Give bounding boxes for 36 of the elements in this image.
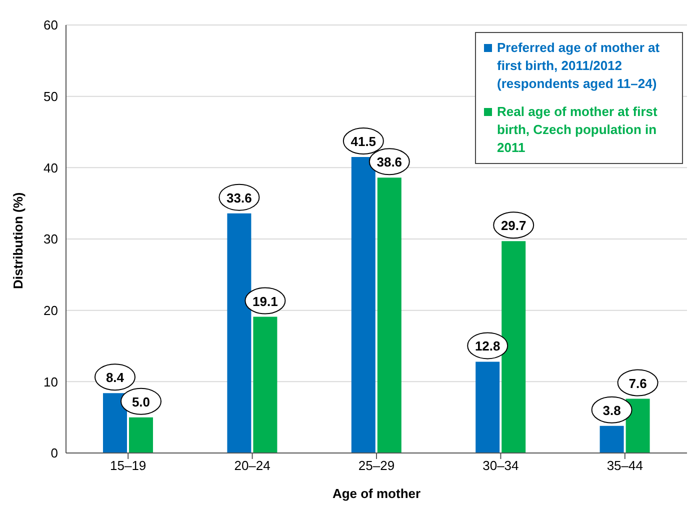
data-label: 7.6 bbox=[628, 376, 647, 391]
data-label: 33.6 bbox=[226, 190, 252, 206]
x-tick-label: 30–34 bbox=[482, 458, 519, 474]
y-tick-label: 40 bbox=[44, 160, 58, 176]
bar bbox=[253, 316, 278, 453]
data-label: 8.4 bbox=[106, 370, 125, 386]
y-axis-title: Distribution (%) bbox=[10, 192, 26, 289]
bar bbox=[129, 417, 153, 453]
x-tick-label: 25–29 bbox=[358, 458, 395, 474]
data-label: 3.8 bbox=[602, 402, 621, 418]
bar bbox=[351, 156, 376, 453]
bar bbox=[476, 362, 500, 453]
bar bbox=[600, 426, 624, 453]
y-tick-label: 60 bbox=[44, 18, 58, 33]
bar bbox=[502, 241, 526, 453]
legend-label: Real age of mother at first birth, Czech population in 2011 bbox=[497, 103, 658, 157]
legend-label: Preferred age of mother at first birth, 2011/2012 (respondents aged 11–24) bbox=[497, 39, 661, 93]
y-tick-label: 20 bbox=[44, 302, 58, 318]
y-tick-label: 30 bbox=[44, 232, 58, 247]
x-tick-label: 15–19 bbox=[110, 458, 146, 474]
x-tick-label: 20–24 bbox=[234, 458, 270, 474]
data-label: 5.0 bbox=[132, 394, 150, 410]
data-label: 19.1 bbox=[252, 294, 278, 309]
bar bbox=[626, 398, 650, 453]
x-axis-title: Age of mother bbox=[332, 486, 421, 501]
y-tick-label: 0 bbox=[50, 446, 58, 461]
data-label: 12.8 bbox=[474, 338, 500, 354]
y-tick-label: 10 bbox=[44, 374, 58, 390]
bar bbox=[103, 393, 127, 453]
data-label: 41.5 bbox=[350, 134, 376, 149]
bar bbox=[377, 178, 402, 453]
data-label: 29.7 bbox=[500, 218, 526, 234]
bar bbox=[227, 213, 252, 453]
data-label: 38.6 bbox=[376, 154, 402, 170]
y-tick-label: 50 bbox=[44, 88, 58, 104]
x-tick-label: 35–44 bbox=[606, 458, 643, 474]
